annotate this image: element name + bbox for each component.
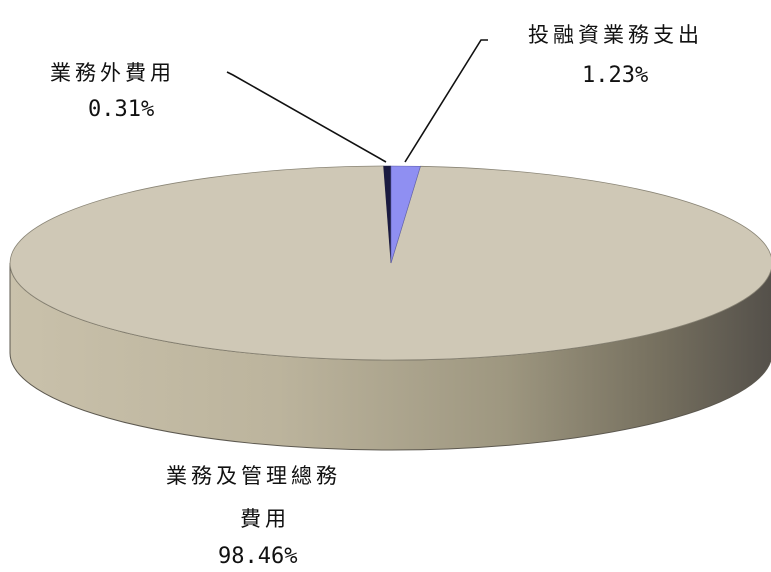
pie-slice-investment-financing <box>390 165 421 264</box>
label-operating-percent: 98.46% <box>218 544 297 569</box>
label-non-operating-name: 業務外費用 <box>50 61 175 85</box>
label-investment-name: 投融資業務支出 <box>528 23 703 47</box>
leader-line-non-operating <box>226 71 387 163</box>
leader-line-investment <box>404 39 488 163</box>
label-operating-name-line1: 業務及管理總務 <box>166 464 341 488</box>
label-operating-name-line2: 費用 <box>240 507 290 531</box>
pie-slice-operating-expenses <box>9 165 771 361</box>
label-investment-percent: 1.23% <box>582 63 648 88</box>
label-non-operating-percent: 0.31% <box>88 97 154 122</box>
